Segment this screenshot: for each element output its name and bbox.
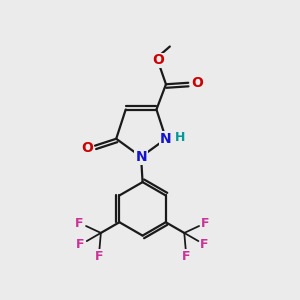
Text: H: H: [175, 131, 185, 144]
Text: F: F: [94, 250, 103, 263]
Text: O: O: [191, 76, 203, 90]
Text: F: F: [200, 238, 209, 251]
Text: F: F: [75, 217, 84, 230]
Text: N: N: [160, 132, 172, 146]
Text: F: F: [201, 217, 210, 230]
Text: F: F: [182, 250, 190, 263]
Text: N: N: [135, 150, 147, 164]
Text: F: F: [76, 238, 85, 251]
Text: O: O: [81, 141, 93, 155]
Text: O: O: [153, 53, 164, 68]
